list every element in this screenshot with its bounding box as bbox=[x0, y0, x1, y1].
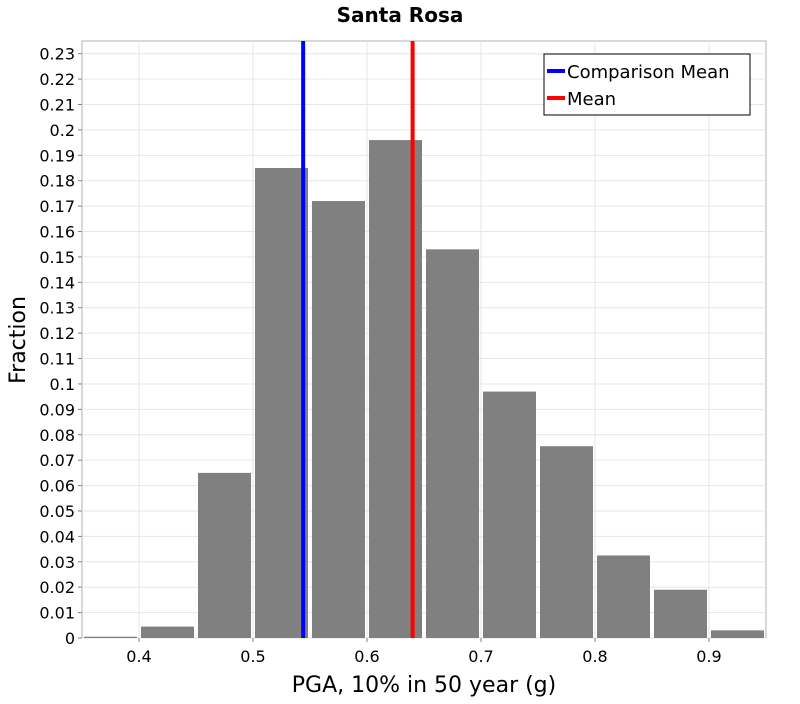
x-tick-label: 0.5 bbox=[240, 647, 265, 666]
y-tick-label: 0.06 bbox=[39, 477, 75, 496]
x-tick-label: 0.8 bbox=[582, 647, 607, 666]
y-tick-label: 0.13 bbox=[39, 299, 75, 318]
x-tick-label: 0.6 bbox=[354, 647, 379, 666]
y-tick-label: 0.18 bbox=[39, 172, 75, 191]
histogram-bar bbox=[255, 168, 308, 638]
y-tick-label: 0.1 bbox=[50, 375, 75, 394]
legend-label-mean: Mean bbox=[567, 89, 616, 110]
histogram-bar bbox=[426, 249, 479, 639]
y-tick-label: 0.17 bbox=[39, 197, 75, 216]
bars bbox=[84, 140, 764, 639]
y-tick-label: 0.22 bbox=[39, 70, 75, 89]
y-tick-label: 0.07 bbox=[39, 451, 75, 470]
histogram-bar bbox=[198, 472, 251, 638]
y-tick-label: 0 bbox=[65, 629, 75, 648]
legend-box bbox=[543, 53, 751, 116]
mean-lines bbox=[301, 41, 415, 638]
histogram-bar bbox=[654, 589, 707, 638]
y-tick-label: 0.05 bbox=[39, 502, 75, 521]
y-tick-label: 0.11 bbox=[39, 350, 75, 369]
histogram-bar bbox=[540, 446, 593, 638]
y-tick-label: 0.2 bbox=[50, 121, 75, 140]
plot-area bbox=[81, 40, 767, 639]
histogram-bar bbox=[84, 636, 137, 638]
histogram-bar bbox=[711, 630, 764, 638]
histogram-bar bbox=[312, 201, 365, 638]
histogram-bar bbox=[483, 391, 536, 638]
y-tick-label: 0.21 bbox=[39, 96, 75, 115]
histogram-bar bbox=[141, 626, 194, 638]
y-tick-label: 0.23 bbox=[39, 45, 75, 64]
y-tick-label: 0.09 bbox=[39, 400, 75, 419]
legend-label-comparison-mean: Comparison Mean bbox=[567, 62, 730, 83]
y-tick-label: 0.14 bbox=[39, 273, 75, 292]
y-axis-title: Fraction bbox=[6, 296, 31, 384]
y-tick-label: 0.12 bbox=[39, 324, 75, 343]
x-tick-label: 0.7 bbox=[468, 647, 493, 666]
x-tick-label: 0.4 bbox=[126, 647, 151, 666]
x-axis-title: PGA, 10% in 50 year (g) bbox=[292, 673, 556, 698]
x-tick-label: 0.9 bbox=[696, 647, 721, 666]
y-tick-label: 0.08 bbox=[39, 426, 75, 445]
y-tick-label: 0.16 bbox=[39, 223, 75, 242]
y-tick-label: 0.04 bbox=[39, 527, 75, 546]
y-axis-ticks: 0 0.01 0.02 0.03 0.04 0.05 0.06 0.07 0.08 0.09 0.1… bbox=[39, 45, 82, 648]
chart-title: Santa Rosa bbox=[337, 3, 464, 27]
histogram-bar bbox=[597, 555, 650, 638]
y-tick-label: 0.15 bbox=[39, 248, 75, 267]
y-tick-label: 0.01 bbox=[39, 604, 75, 623]
legend: Comparison Mean Mean bbox=[543, 53, 751, 116]
x-axis-ticks: 0.4 0.5 0.6 0.7 0.8 0.9 bbox=[126, 638, 722, 666]
y-tick-label: 0.02 bbox=[39, 578, 75, 597]
y-tick-label: 0.19 bbox=[39, 146, 75, 165]
y-tick-label: 0.03 bbox=[39, 553, 75, 572]
